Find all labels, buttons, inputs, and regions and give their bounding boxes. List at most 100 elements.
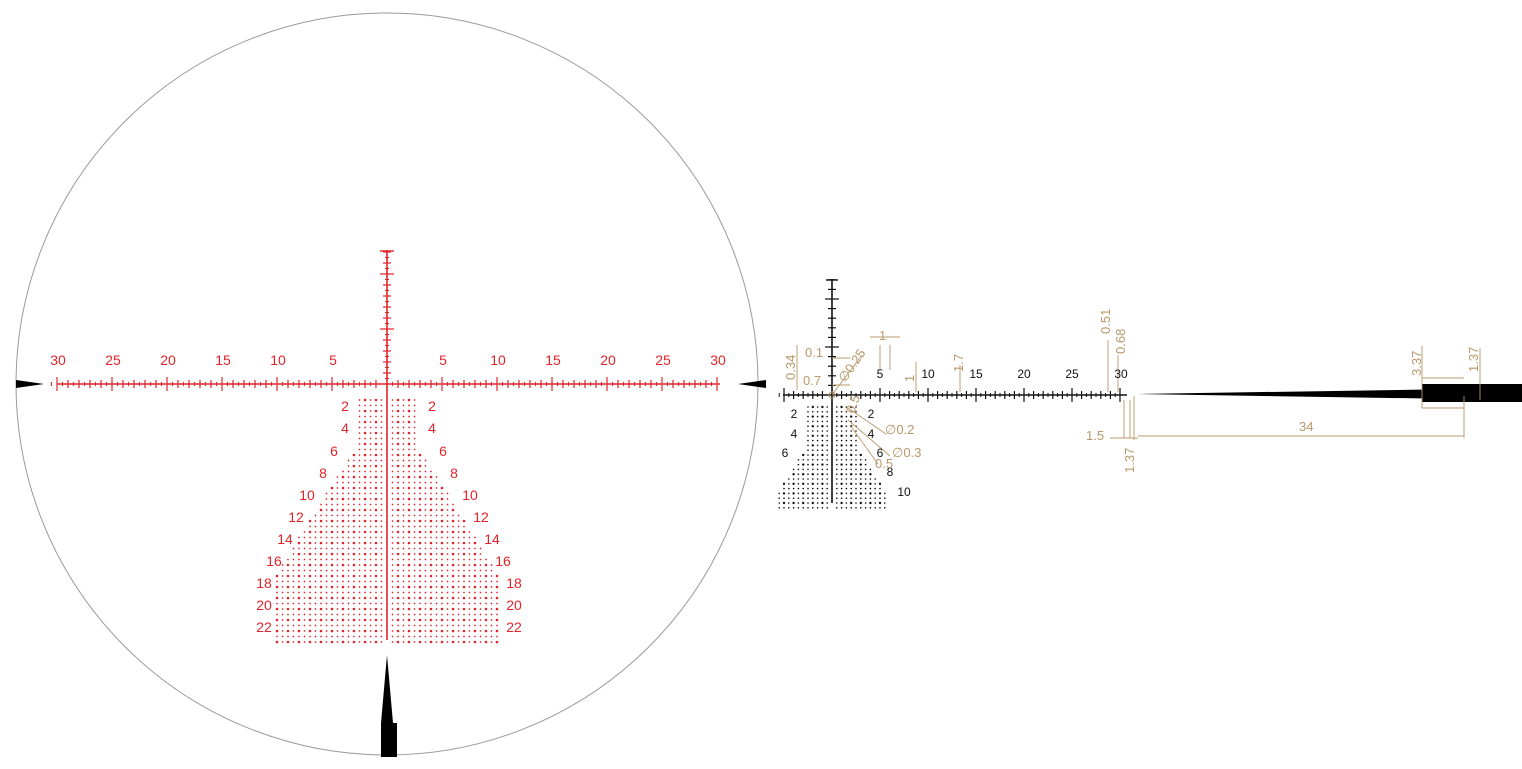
holdover-dot (363, 618, 367, 622)
row-label-right: 14 (484, 531, 500, 547)
holdover-dot (314, 547, 317, 550)
holdover-dot (479, 619, 482, 621)
detail-holdover-dot (778, 492, 780, 495)
holdover-dot (462, 552, 466, 556)
holdover-dot (413, 432, 416, 434)
detail-holdover-dot (821, 501, 824, 505)
holdover-dot (358, 509, 361, 511)
holdover-dot (303, 580, 306, 583)
holdover-dot (468, 630, 471, 632)
holdover-dot (419, 580, 421, 583)
holdover-dot (484, 640, 488, 644)
holdover-dot (479, 558, 482, 561)
holdover-dot (347, 624, 350, 627)
holdover-dot (352, 475, 356, 479)
detail-holdover-dot (826, 420, 828, 423)
holdover-dot (462, 629, 466, 633)
holdover-dot (358, 470, 361, 473)
holdover-dot (342, 591, 344, 594)
detail-holdover-dot (840, 430, 843, 432)
detail-holdover-dot (878, 492, 882, 495)
holdover-dot (341, 563, 345, 567)
holdover-dot (369, 410, 372, 412)
holdover-dot (408, 415, 410, 418)
detail-holdover-dot (840, 459, 843, 461)
detail-holdover-dot (855, 435, 857, 437)
row-label-left: 12 (288, 509, 304, 525)
detail-holdover-dot (840, 420, 843, 423)
detail-holdover-dot (860, 507, 862, 509)
holdover-dot (463, 558, 465, 561)
holdover-dot (369, 399, 372, 401)
holdover-dot (457, 641, 460, 643)
holdover-dot (369, 498, 372, 500)
holdover-dot (353, 569, 355, 572)
holdover-dot (281, 635, 284, 638)
detail-holdover-dot (826, 473, 828, 476)
holdover-dot (297, 574, 301, 578)
holdover-dot (342, 492, 344, 495)
holdover-dot (391, 454, 394, 456)
holdover-dot (286, 574, 290, 578)
holdover-dot (402, 525, 405, 528)
detail-holdover-dot (836, 507, 838, 509)
holdover-dot (490, 630, 493, 632)
holdover-dot (303, 608, 306, 610)
holdover-dot (369, 481, 372, 484)
detail-holdover-dot (788, 502, 790, 504)
holdover-dot (496, 580, 498, 583)
holdover-dot (380, 608, 383, 610)
holdover-dot (451, 585, 455, 589)
detail-holdover-dot (874, 483, 876, 485)
holdover-dot (468, 597, 471, 599)
detail-holdover-dot (811, 415, 814, 418)
holdover-dot (369, 619, 372, 621)
holdover-dot (363, 497, 367, 501)
dim-label: 1.37 (1122, 448, 1137, 473)
holdover-dot (396, 519, 400, 523)
holdover-dot (463, 580, 465, 583)
holdover-dot (336, 608, 339, 610)
dim-label: 0.7 (803, 373, 821, 388)
bottom-post-tip (381, 655, 393, 723)
holdover-dot (391, 602, 394, 605)
holdover-dot (352, 486, 356, 490)
detail-holdover-dot (811, 405, 814, 409)
detail-holdover-dot (807, 507, 809, 509)
holdover-dot (391, 470, 394, 473)
holdover-dot (347, 630, 350, 632)
holdover-dot (380, 448, 383, 451)
holdover-dot (446, 586, 449, 588)
scale-label: 15 (969, 367, 983, 381)
holdover-dot (397, 470, 399, 473)
holdover-dot (419, 591, 421, 594)
holdover-dot (325, 591, 328, 594)
holdover-dot (495, 574, 499, 578)
holdover-dot (363, 431, 367, 435)
holdover-dot (435, 630, 438, 632)
holdover-dot (457, 520, 460, 522)
holdover-dot (413, 487, 416, 489)
holdover-dot (375, 426, 377, 429)
holdover-dot (364, 602, 366, 605)
holdover-dot (429, 530, 433, 534)
holdover-dot (320, 558, 322, 561)
holdover-dot (402, 426, 405, 429)
dim-leader (847, 407, 887, 435)
holdover-dot (325, 558, 328, 561)
holdover-dot (457, 514, 460, 517)
detail-holdover-dot (855, 454, 857, 456)
holdover-dot (363, 530, 367, 534)
detail-holdover-dot (836, 415, 838, 418)
detail-holdover-dot (884, 497, 886, 500)
holdover-dot (397, 536, 399, 539)
holdover-dot (358, 597, 361, 599)
detail-holdover-dot (812, 439, 814, 442)
holdover-dot (336, 509, 339, 511)
detail-holdover-dot (821, 415, 824, 418)
detail-holdover-dot (826, 497, 828, 500)
holdover-dot (380, 426, 383, 429)
holdover-dot (363, 409, 367, 413)
holdover-dot (391, 531, 394, 533)
holdover-dot (457, 525, 460, 528)
